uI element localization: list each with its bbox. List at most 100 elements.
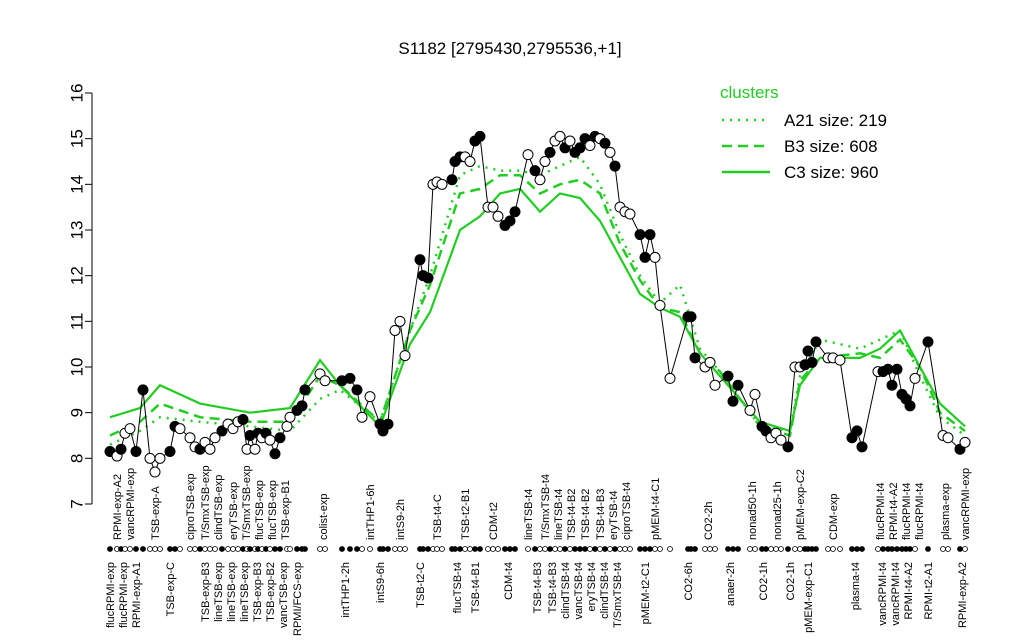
strip-dot xyxy=(752,546,758,552)
strip-dot xyxy=(962,546,968,552)
strip-dot xyxy=(702,546,708,552)
strip-dot xyxy=(385,546,391,552)
strip-dot xyxy=(735,546,741,552)
x-label-top: flucTSB-exp xyxy=(254,480,266,540)
x-label-top: TSB-t4-B2 xyxy=(580,489,592,540)
data-point xyxy=(922,336,934,348)
data-point xyxy=(664,372,676,384)
x-label-bottom: vancRPMI-t4 xyxy=(877,562,889,626)
data-point xyxy=(639,251,651,263)
strip-dot xyxy=(773,546,779,552)
data-point xyxy=(399,350,411,362)
data-point xyxy=(732,379,744,391)
data-point xyxy=(654,299,666,311)
data-point xyxy=(649,251,661,263)
data-point xyxy=(446,174,458,186)
data-point xyxy=(394,315,406,327)
strip-dot xyxy=(507,546,513,552)
y-axis: 7 8 9 10 11 12 13 14 15 16 xyxy=(67,84,93,509)
x-label-bottom: T/SmxTSB-t4 xyxy=(612,562,624,628)
x-label-bottom: intS9-6h xyxy=(375,562,387,603)
y-tick-label: 10 xyxy=(67,358,86,377)
x-label-bottom: pMEM-exp-C1 xyxy=(803,562,815,633)
data-point xyxy=(124,423,136,435)
x-label-top: flucRPMI-t4 xyxy=(875,483,887,540)
strip-dot xyxy=(425,546,431,552)
strip-dot xyxy=(537,546,543,552)
x-label-bottom: clindTSB-t4 xyxy=(560,562,572,619)
strip-dot xyxy=(525,546,531,552)
data-point xyxy=(509,206,521,218)
data-point xyxy=(574,142,586,154)
x-label-top: ciproTSB-exp xyxy=(185,473,197,540)
strip-dot xyxy=(547,546,553,552)
data-points xyxy=(104,130,971,478)
data-point xyxy=(344,372,356,384)
strip-dot xyxy=(837,546,843,552)
data-point xyxy=(544,146,556,158)
strip-dot xyxy=(235,546,241,552)
strip-dot xyxy=(347,546,353,552)
x-label-top: intS9-2h xyxy=(395,499,407,540)
strip-dot xyxy=(477,546,483,552)
x-label-top: CDM-exp xyxy=(828,494,840,540)
data-point xyxy=(959,436,971,448)
strip-dot xyxy=(889,546,895,552)
strip-dot xyxy=(647,546,653,552)
strip-dot xyxy=(763,546,769,552)
x-label-bottom: vancRPMI-t4 xyxy=(890,562,902,626)
x-label-bottom: TSB-t4-B3 xyxy=(547,562,559,613)
strip-dot xyxy=(322,546,328,552)
strip-dot xyxy=(434,546,440,552)
strip-dot xyxy=(797,546,803,552)
strip-dot xyxy=(472,546,478,552)
x-label-top: flucTSB-exp xyxy=(267,480,279,540)
strip-dot xyxy=(912,546,918,552)
x-label-top: TSB-t4-B3 xyxy=(595,489,607,540)
strip-dot xyxy=(875,546,881,552)
strip-dot xyxy=(380,546,386,552)
strip-dot xyxy=(267,546,273,552)
data-point xyxy=(904,400,916,412)
strip-dot xyxy=(367,546,373,552)
strip-dot xyxy=(813,546,819,552)
cluster-line-dotted xyxy=(109,155,966,446)
strip-dot xyxy=(247,546,253,552)
strip-dot xyxy=(907,546,913,552)
x-label-top: TSB-t4-C xyxy=(432,494,444,540)
legend-label: C3 size: 960 xyxy=(784,163,879,182)
data-point xyxy=(274,432,286,444)
strip-dot xyxy=(133,546,139,552)
x-label-bottom: TSB-exp-B3 xyxy=(252,562,264,622)
x-label-top: T/SmxTSB-exp xyxy=(200,465,212,540)
y-tick-label: 12 xyxy=(67,266,86,285)
cluster-lines xyxy=(109,155,966,446)
data-point xyxy=(504,215,516,227)
strip-dot xyxy=(957,546,963,552)
data-point xyxy=(624,208,636,220)
data-point xyxy=(584,140,596,152)
x-label-top: nonad50-1h xyxy=(747,481,759,540)
strip-dot xyxy=(552,546,558,552)
x-label-bottom: pMEM-t2-C1 xyxy=(640,562,652,624)
x-label-top: flucRPMI-t4 xyxy=(901,483,913,540)
strip-dot xyxy=(402,546,408,552)
data-point xyxy=(319,375,331,387)
strip-dot xyxy=(225,546,231,552)
data-point xyxy=(522,149,534,161)
data-point xyxy=(834,354,846,366)
data-point xyxy=(164,445,176,457)
strip-dot xyxy=(792,546,798,552)
strip-dot xyxy=(512,546,518,552)
strip-dot xyxy=(607,546,613,552)
x-label-top: RPMI-exp-A2 xyxy=(112,474,124,540)
strip-dot xyxy=(272,546,278,552)
y-tick-label: 16 xyxy=(67,84,86,103)
data-point xyxy=(249,443,261,455)
data-point xyxy=(130,445,142,457)
strip-dot xyxy=(825,546,831,552)
y-tick-label: 15 xyxy=(67,129,86,148)
strip-dot xyxy=(354,546,360,552)
x-label-bottom: CO2-1h xyxy=(785,562,797,601)
strip-dot xyxy=(627,546,633,552)
